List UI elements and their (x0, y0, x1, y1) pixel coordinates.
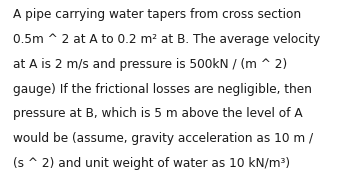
Text: at A is 2 m/s and pressure is 500kN / (m ^ 2): at A is 2 m/s and pressure is 500kN / (m… (13, 58, 288, 71)
Text: gauge) If the frictional losses are negligible, then: gauge) If the frictional losses are negl… (13, 83, 312, 96)
Text: 0.5m ^ 2 at A to 0.2 m² at B. The average velocity: 0.5m ^ 2 at A to 0.2 m² at B. The averag… (13, 33, 321, 46)
Text: would be (assume, gravity acceleration as 10 m /: would be (assume, gravity acceleration a… (13, 132, 314, 145)
Text: (s ^ 2) and unit weight of water as 10 kN/m³): (s ^ 2) and unit weight of water as 10 k… (13, 157, 290, 170)
Text: pressure at B, which is 5 m above the level of A: pressure at B, which is 5 m above the le… (13, 107, 303, 120)
Text: A pipe carrying water tapers from cross section: A pipe carrying water tapers from cross … (13, 8, 301, 21)
